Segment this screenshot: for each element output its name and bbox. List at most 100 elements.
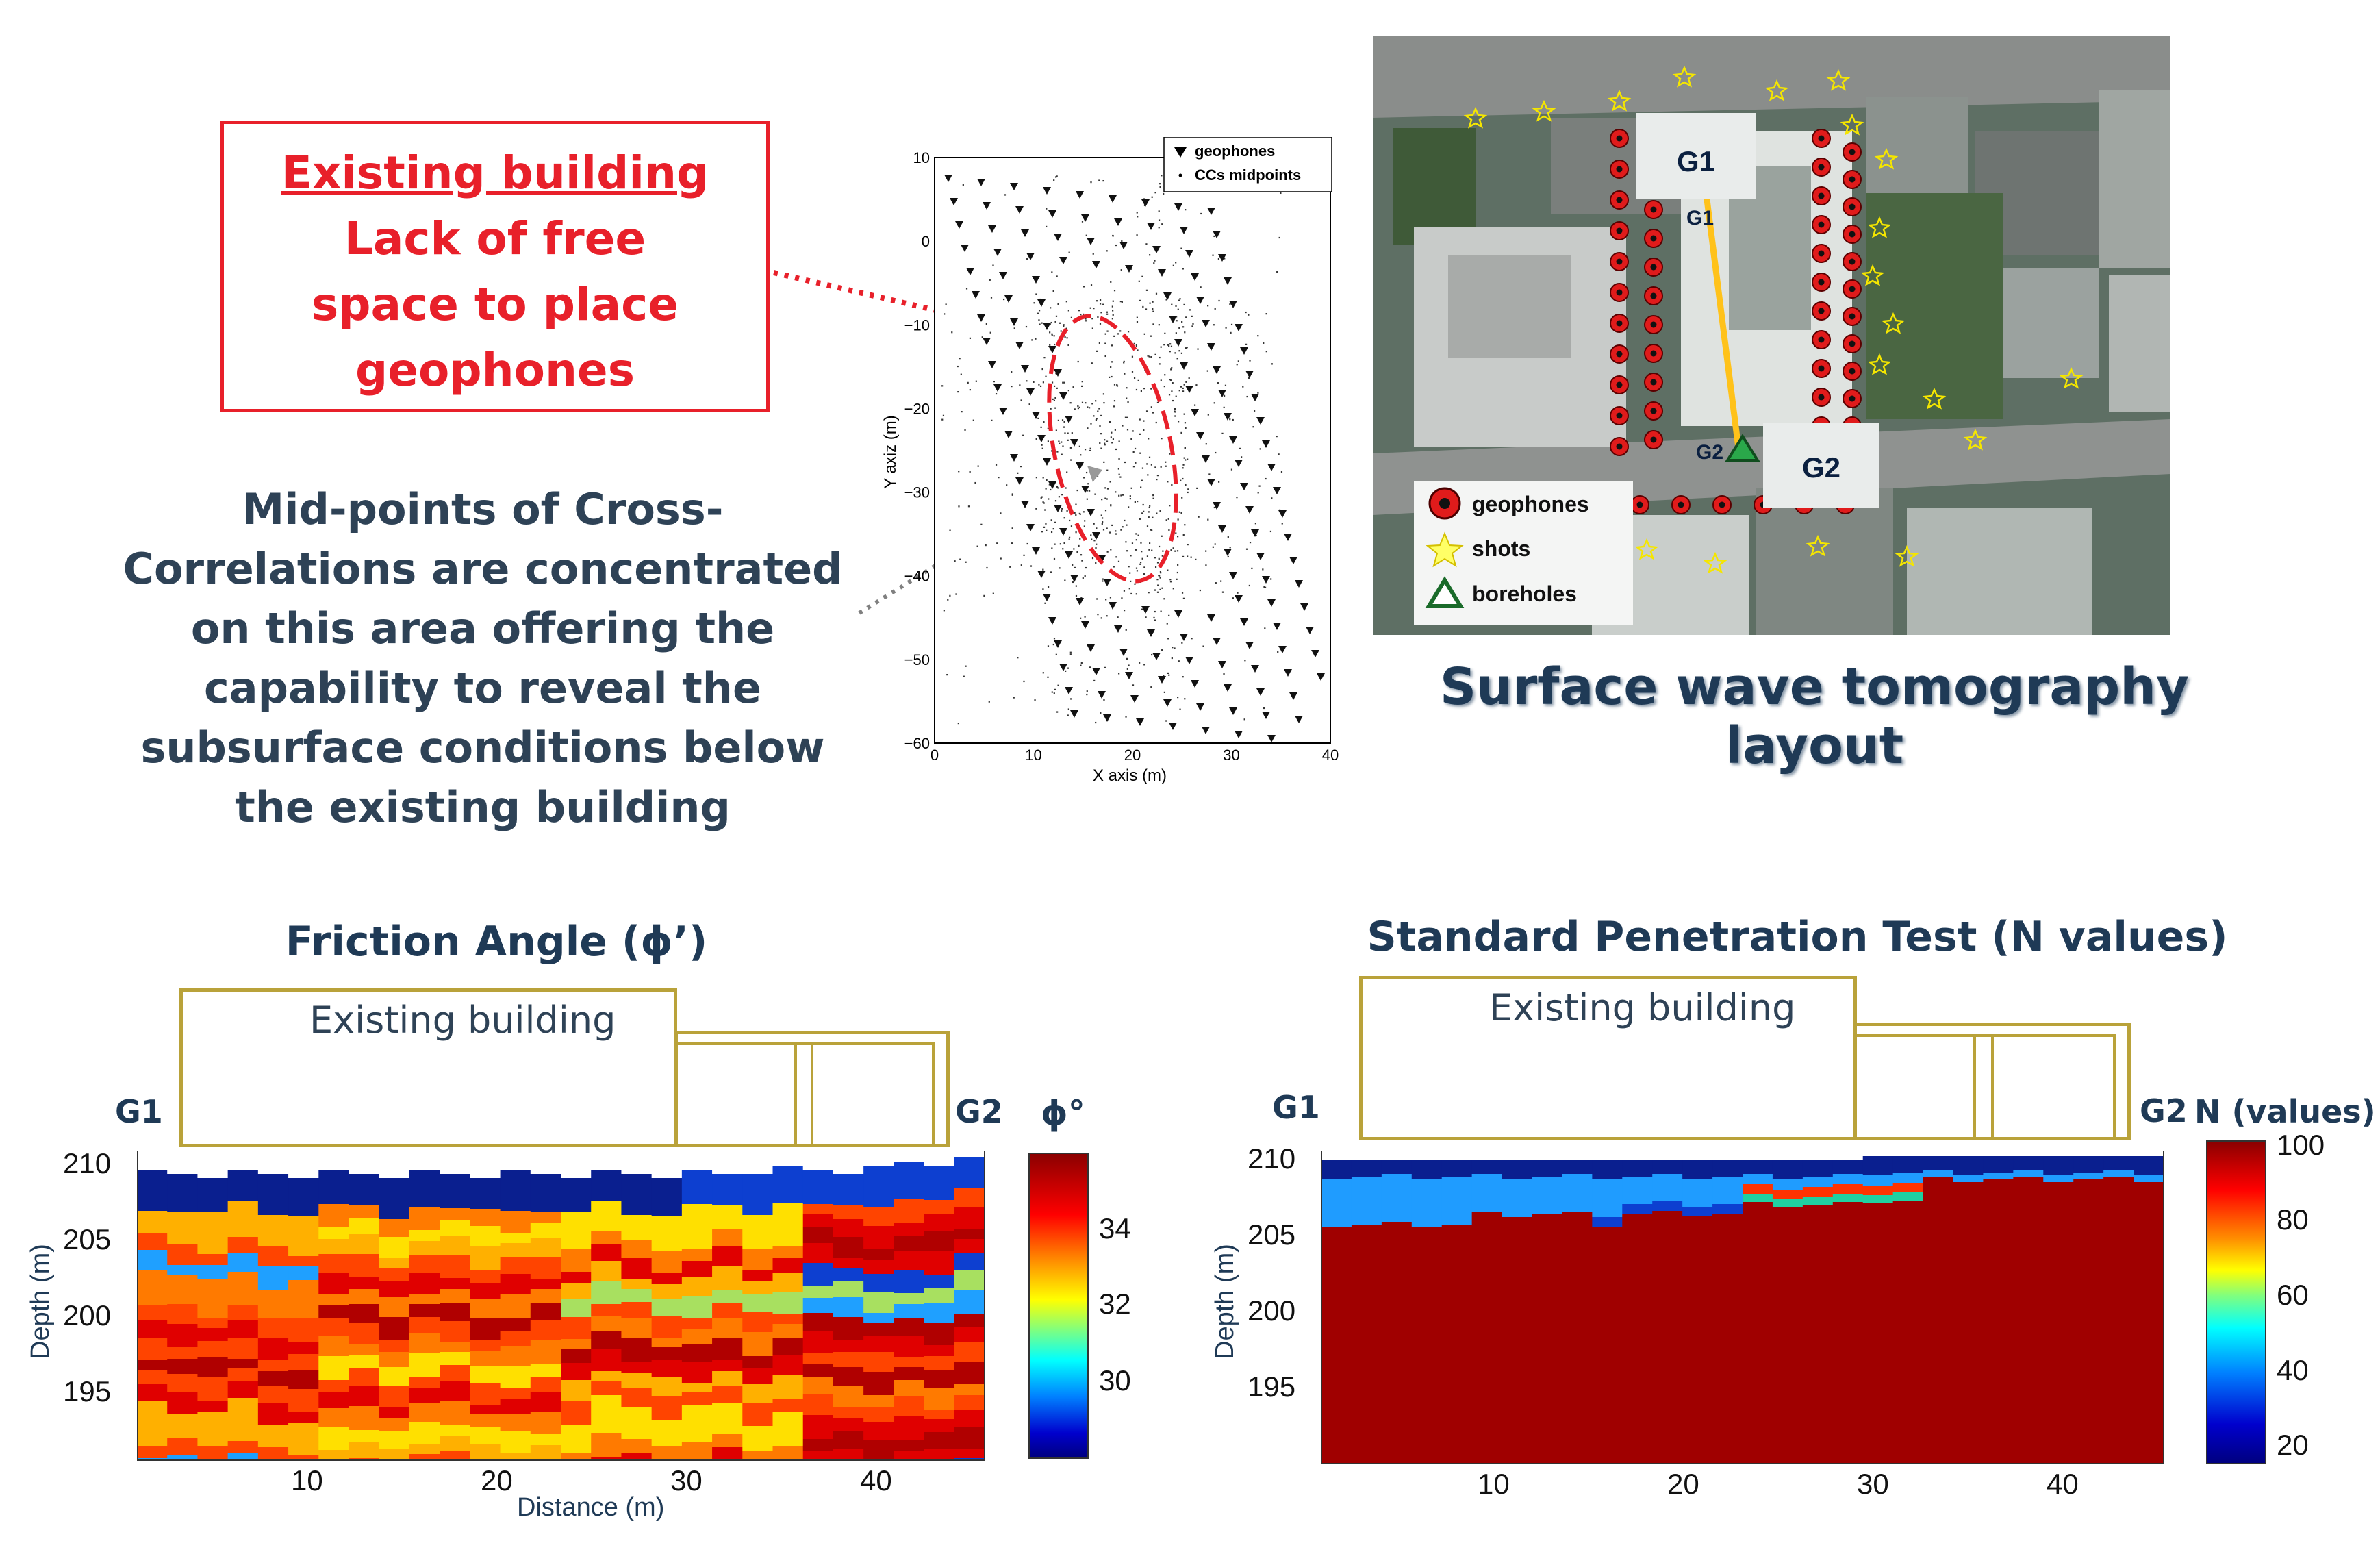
heatmap-cell bbox=[954, 1342, 985, 1362]
heatmap-cell bbox=[530, 1364, 561, 1377]
map-geophone-center bbox=[1616, 412, 1623, 419]
heatmap-cell bbox=[1892, 1173, 1924, 1183]
cc-midpoint bbox=[1152, 310, 1154, 312]
cc-midpoint bbox=[1215, 451, 1217, 454]
cc-midpoint bbox=[1136, 212, 1138, 214]
cc-midpoint bbox=[1116, 385, 1119, 387]
cc-midpoint bbox=[1257, 335, 1259, 337]
cc-midpoint bbox=[1045, 488, 1047, 490]
heatmap-cell bbox=[1532, 1214, 1563, 1464]
geophone-marker bbox=[1317, 673, 1325, 681]
heatmap-cell bbox=[167, 1174, 199, 1212]
cc-midpoint bbox=[1102, 521, 1104, 523]
cc-midpoint bbox=[1165, 299, 1167, 301]
cc-midpoint bbox=[1110, 436, 1112, 438]
cc-midpoint bbox=[1199, 589, 1201, 592]
spt-colorbar-title: N (values) bbox=[2194, 1093, 2376, 1130]
map-geophone-center bbox=[1719, 501, 1725, 508]
heatmap-cell bbox=[561, 1437, 592, 1453]
map-shot bbox=[1607, 89, 1632, 112]
cc-midpoint bbox=[1163, 192, 1165, 195]
geophone-marker bbox=[1059, 257, 1067, 264]
cc-midpoint bbox=[1125, 629, 1127, 631]
heatmap-cell bbox=[1321, 1151, 1352, 1160]
cc-midpoint bbox=[1263, 707, 1265, 710]
cc-midpoint bbox=[1143, 510, 1145, 512]
cc-midpoint bbox=[1068, 536, 1071, 538]
geophone-marker bbox=[1207, 614, 1215, 622]
heatmap-cell bbox=[802, 1151, 834, 1170]
heatmap-cell bbox=[2013, 1177, 2044, 1464]
cc-midpoint bbox=[1158, 219, 1161, 221]
map-geophone-center bbox=[1616, 381, 1623, 388]
cc-midpoint bbox=[1163, 344, 1165, 346]
friction-heatmap bbox=[137, 1151, 985, 1461]
cc-midpoint bbox=[1248, 314, 1250, 316]
cc-midpoint bbox=[1271, 497, 1273, 499]
heatmap-cell bbox=[349, 1205, 380, 1218]
cc-midpoint bbox=[1069, 447, 1072, 449]
cc-midpoint bbox=[1111, 344, 1113, 347]
geophone-marker bbox=[1059, 664, 1067, 671]
geophone-marker bbox=[999, 272, 1007, 279]
cc-midpoint bbox=[1207, 518, 1209, 521]
heatmap-cell bbox=[894, 1451, 925, 1460]
cc-midpoint bbox=[1040, 426, 1042, 428]
scatter-x-tick: 40 bbox=[1322, 747, 1339, 764]
geophone-marker bbox=[1015, 206, 1024, 214]
heatmap-cell bbox=[137, 1370, 168, 1384]
geophone-marker bbox=[1202, 320, 1210, 327]
cc-midpoint bbox=[1145, 289, 1148, 291]
geophone-marker bbox=[1119, 649, 1128, 656]
geophone-marker bbox=[1245, 506, 1254, 514]
cc-midpoint bbox=[975, 380, 977, 382]
cc-midpoint bbox=[1131, 542, 1134, 544]
heatmap-cell bbox=[500, 1346, 531, 1366]
cc-midpoint bbox=[1245, 343, 1248, 345]
heatmap-cell bbox=[621, 1226, 653, 1240]
cc-midpoint bbox=[1052, 290, 1054, 292]
cc-midpoint bbox=[1038, 310, 1041, 312]
geophone-marker bbox=[1295, 580, 1303, 588]
heatmap-cell bbox=[1832, 1194, 1864, 1202]
cc-midpoint bbox=[1218, 299, 1220, 302]
cc-midpoint bbox=[1084, 449, 1087, 451]
cc-midpoint bbox=[1081, 385, 1083, 388]
friction-y-label: Depth (m) bbox=[26, 1244, 55, 1360]
cc-midpoint bbox=[1066, 510, 1068, 512]
cc-midpoint bbox=[1150, 529, 1152, 531]
heatmap-cell bbox=[288, 1234, 319, 1256]
heatmap-cell bbox=[500, 1243, 531, 1257]
heatmap-cell bbox=[257, 1174, 289, 1215]
cc-midpoint bbox=[1117, 560, 1120, 562]
heatmap-cell bbox=[257, 1290, 289, 1303]
heatmap-cell bbox=[379, 1178, 410, 1219]
cc-midpoint bbox=[1139, 418, 1141, 421]
heatmap-cell bbox=[833, 1352, 864, 1367]
cc-midpoint bbox=[1104, 444, 1106, 446]
cc-midpoint bbox=[1053, 399, 1055, 401]
cc-midpoint bbox=[1048, 498, 1050, 500]
map-shot bbox=[1867, 216, 1892, 238]
geophone-marker bbox=[1235, 324, 1243, 331]
cc-midpoint bbox=[1168, 674, 1170, 676]
heatmap-cell bbox=[1321, 1160, 1352, 1179]
geophone-marker bbox=[1015, 342, 1024, 349]
heatmap-cell bbox=[349, 1430, 380, 1442]
spt-x-tick: 40 bbox=[2047, 1468, 2079, 1500]
cc-midpoint bbox=[1070, 316, 1072, 318]
heatmap-cell bbox=[288, 1455, 319, 1460]
cc-midpoint bbox=[1129, 572, 1131, 574]
heatmap-cell bbox=[440, 1151, 470, 1174]
cc-midpoint bbox=[1067, 344, 1069, 347]
cc-midpoint bbox=[1073, 548, 1075, 550]
cc-midpoint bbox=[1112, 438, 1115, 440]
map-geophone-center bbox=[1849, 313, 1856, 320]
heatmap-cell bbox=[863, 1226, 894, 1249]
heatmap-cell bbox=[772, 1446, 804, 1460]
cc-midpoint bbox=[1100, 447, 1102, 449]
cc-midpoint bbox=[1076, 551, 1078, 553]
cc-midpoint bbox=[1061, 508, 1063, 510]
cc-midpoint bbox=[1162, 550, 1164, 552]
heatmap-cell bbox=[802, 1313, 834, 1331]
